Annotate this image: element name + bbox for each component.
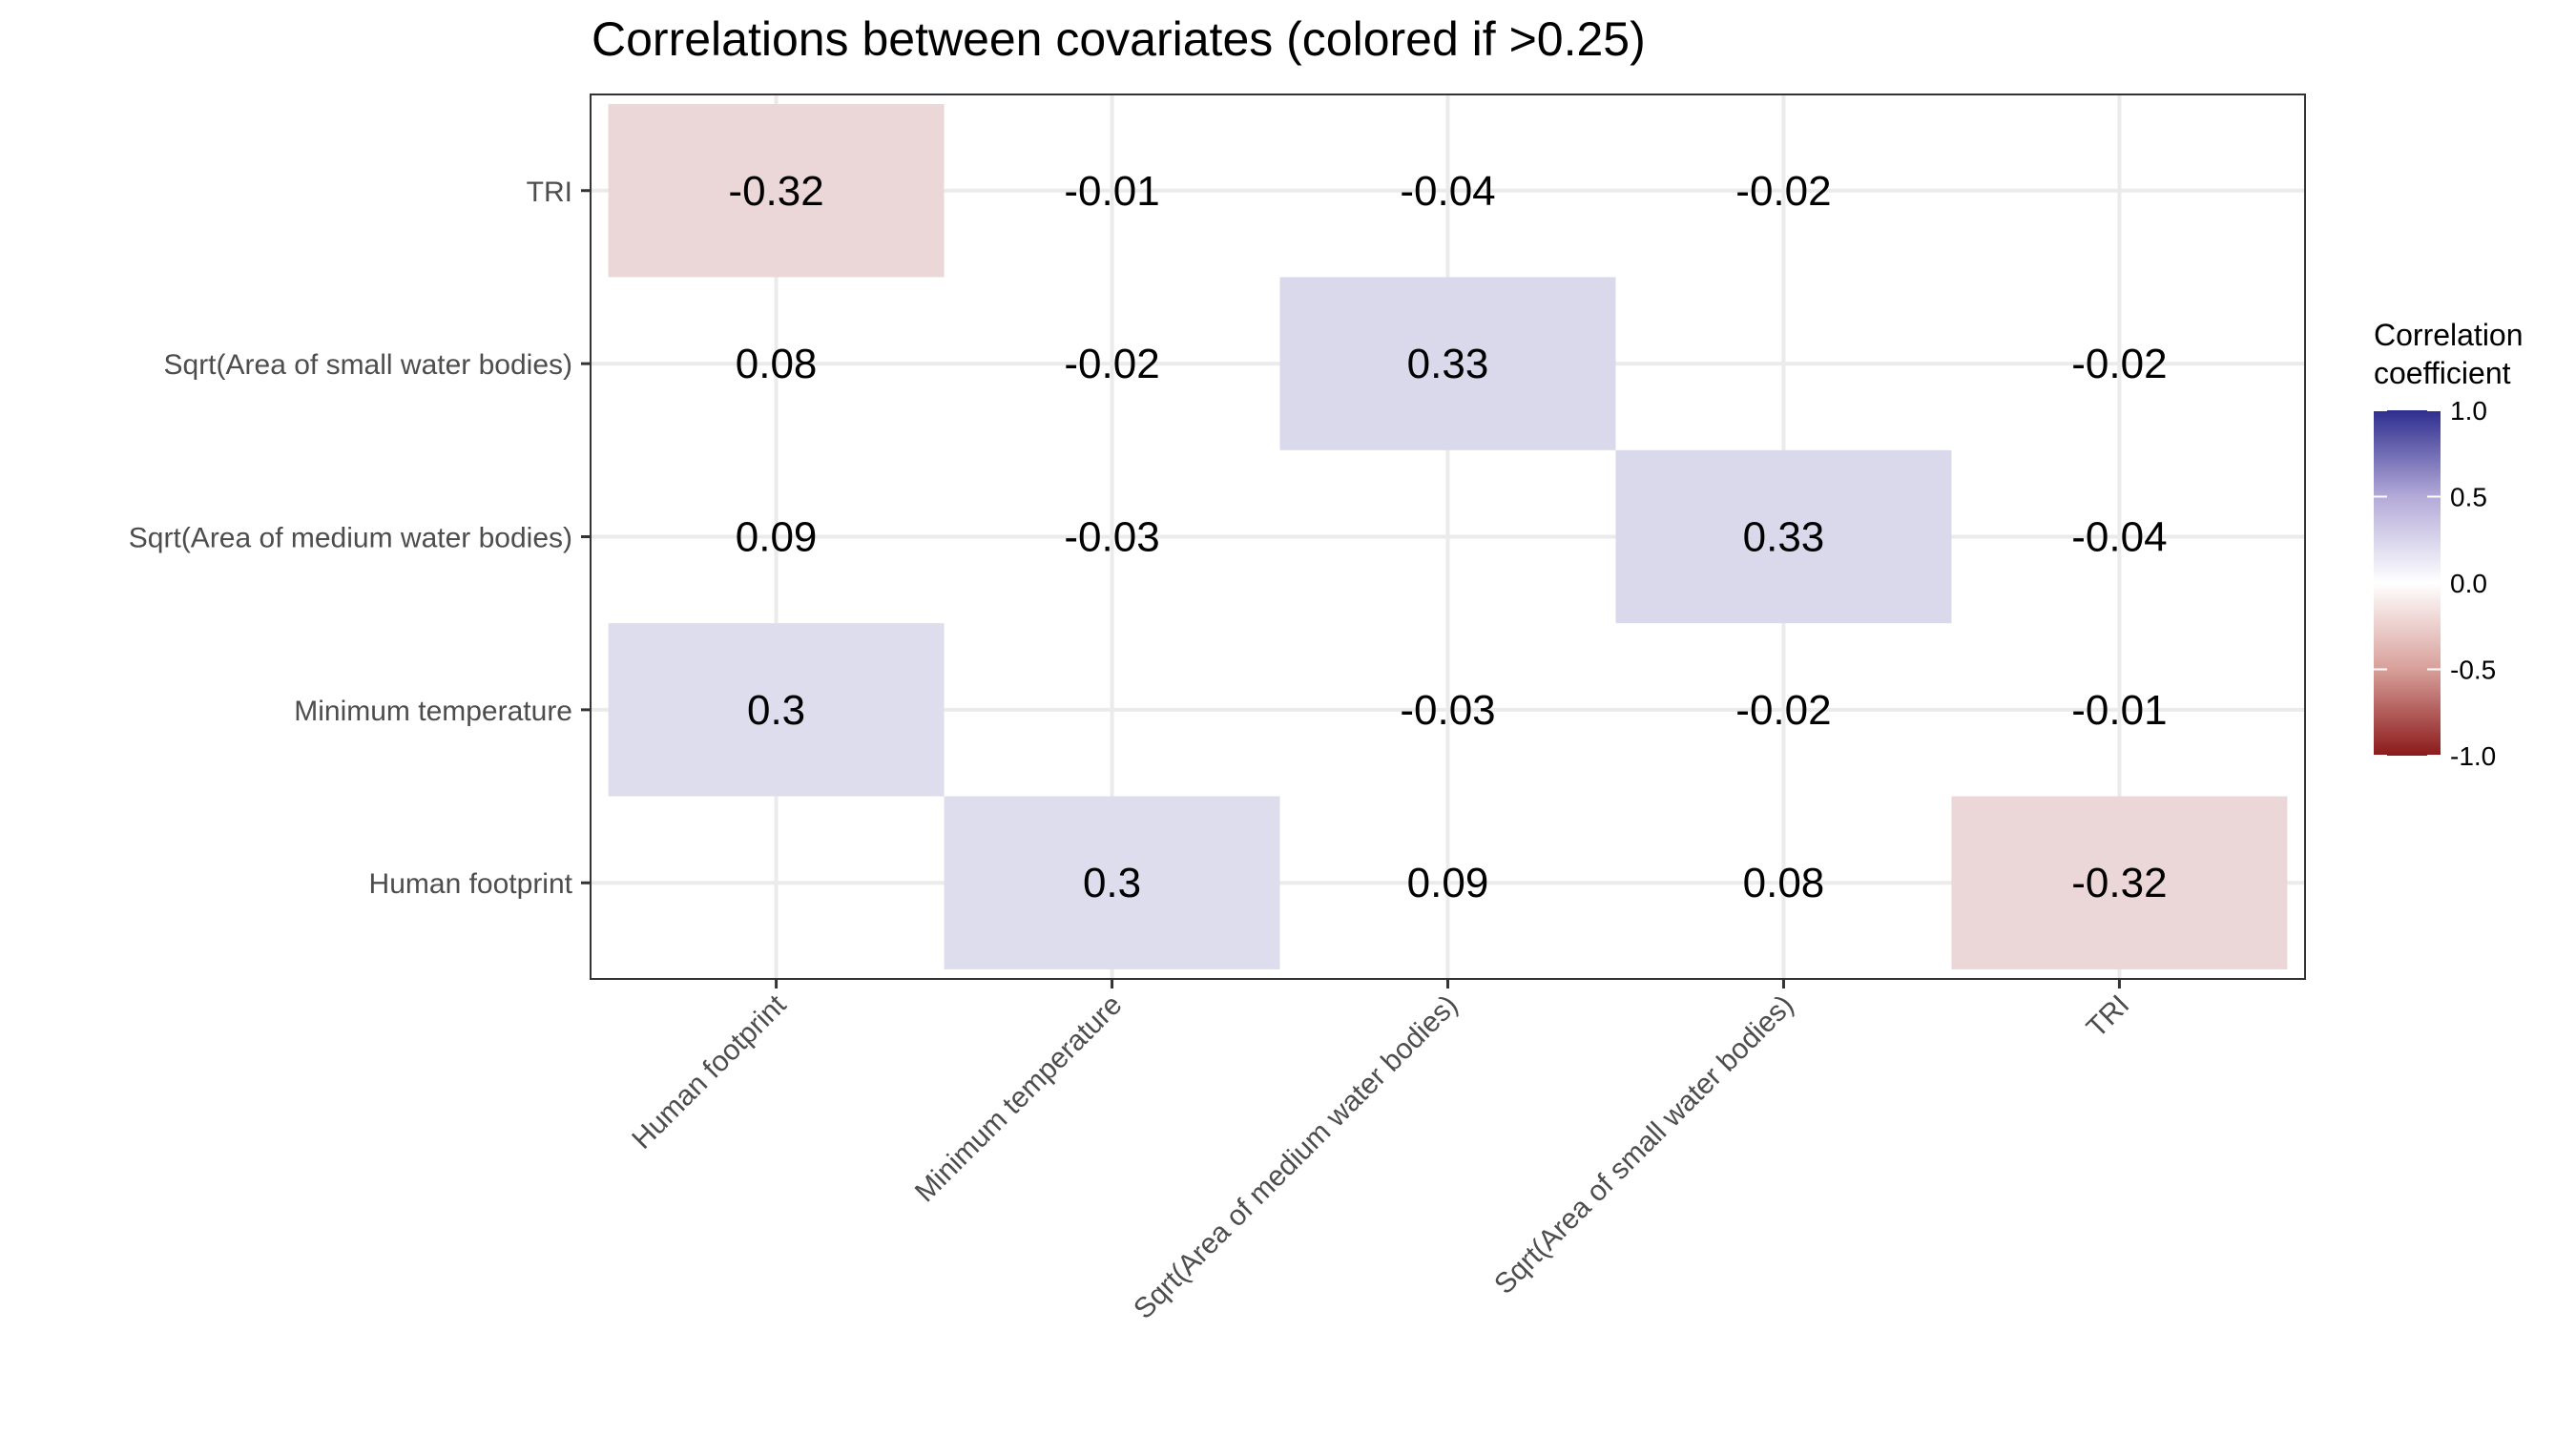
cell-value-label: -0.04	[2071, 514, 2167, 561]
cell-value-label: -0.02	[1064, 341, 1159, 387]
cell-value-label: -0.02	[1735, 687, 1831, 734]
cell-value-label: 0.33	[1407, 341, 1489, 387]
cell-value-label: 0.08	[736, 341, 818, 387]
y-tick-label-human-footprint: Human footprint	[369, 868, 573, 900]
legend-ticks: 1.0 0.5 0.0 -0.5 -1.0	[2374, 396, 2496, 771]
x-tick-label-minimum-temperature: Minimum temperature	[909, 989, 1129, 1209]
x-tick-label-human-footprint: Human footprint	[626, 989, 793, 1155]
cell-value-label: -0.02	[2071, 341, 2167, 387]
x-axis: Human footprint Minimum temperature Sqrt(A…	[626, 978, 2135, 1325]
cell-value-label: -0.32	[728, 168, 823, 215]
cell-value-label: -0.04	[1400, 168, 1495, 215]
heatmap-cell	[944, 796, 1280, 969]
cell-value-label: 0.09	[736, 514, 818, 561]
legend-tick-label: -1.0	[2450, 741, 2496, 771]
heatmap-cell	[608, 104, 945, 278]
x-tick-label-sqrt-area-of-small-water-bodies: Sqrt(Area of small water bodies)	[1488, 989, 1799, 1301]
heatmap-cells	[608, 104, 2288, 969]
cell-value-label: -0.03	[1400, 687, 1495, 734]
x-tick-label-tri: TRI	[2081, 989, 2136, 1045]
y-tick-label-sqrt-area-of-medium-water-bodies: Sqrt(Area of medium water bodies)	[129, 523, 572, 554]
cell-value-label: -0.02	[1735, 168, 1831, 215]
chart-title: Correlations between covariates (colored…	[592, 12, 1646, 66]
heatmap-cell	[1951, 796, 2288, 969]
legend-tick-label: 0.5	[2450, 483, 2487, 512]
cell-value-label: -0.01	[1064, 168, 1159, 215]
heatmap-cell	[1615, 449, 1952, 624]
x-tick-label-sqrt-area-of-medium-water-bodies: Sqrt(Area of medium water bodies)	[1128, 989, 1464, 1325]
cell-value-label: -0.32	[2071, 860, 2167, 906]
legend-tick-label: 0.0	[2450, 569, 2487, 598]
y-tick-label-sqrt-area-of-small-water-bodies: Sqrt(Area of small water bodies)	[164, 349, 573, 381]
cell-value-label: 0.08	[1743, 860, 1825, 906]
cell-value-label: 0.3	[747, 687, 805, 734]
y-axis: Human footprint Minimum temperature Sqrt(A…	[129, 177, 592, 900]
cell-value-label: 0.3	[1083, 860, 1141, 906]
y-tick-label-tri: TRI	[527, 177, 572, 208]
legend-title-line-1: Correlation	[2374, 318, 2524, 352]
color-legend: Correlation coefficient 1.0 0.5 0.0 -0.5 -1.…	[2374, 318, 2524, 771]
cell-value-label: -0.03	[1064, 514, 1159, 561]
cell-value-label: 0.33	[1743, 514, 1825, 561]
heatmap-cell	[1279, 277, 1616, 450]
legend-tick-label: -0.5	[2450, 656, 2496, 685]
cell-value-label: 0.09	[1407, 860, 1489, 906]
legend-title-line-2: coefficient	[2374, 356, 2511, 390]
cell-labels: -0.32 -0.01 -0.04 -0.02 0.08 -0.02 0.33 -0.02 0.…	[728, 168, 2167, 906]
y-tick-label-minimum-temperature: Minimum temperature	[294, 696, 572, 727]
legend-tick-label: 1.0	[2450, 396, 2487, 426]
heatmap-cell	[608, 623, 945, 797]
cell-value-label: -0.01	[2071, 687, 2167, 734]
